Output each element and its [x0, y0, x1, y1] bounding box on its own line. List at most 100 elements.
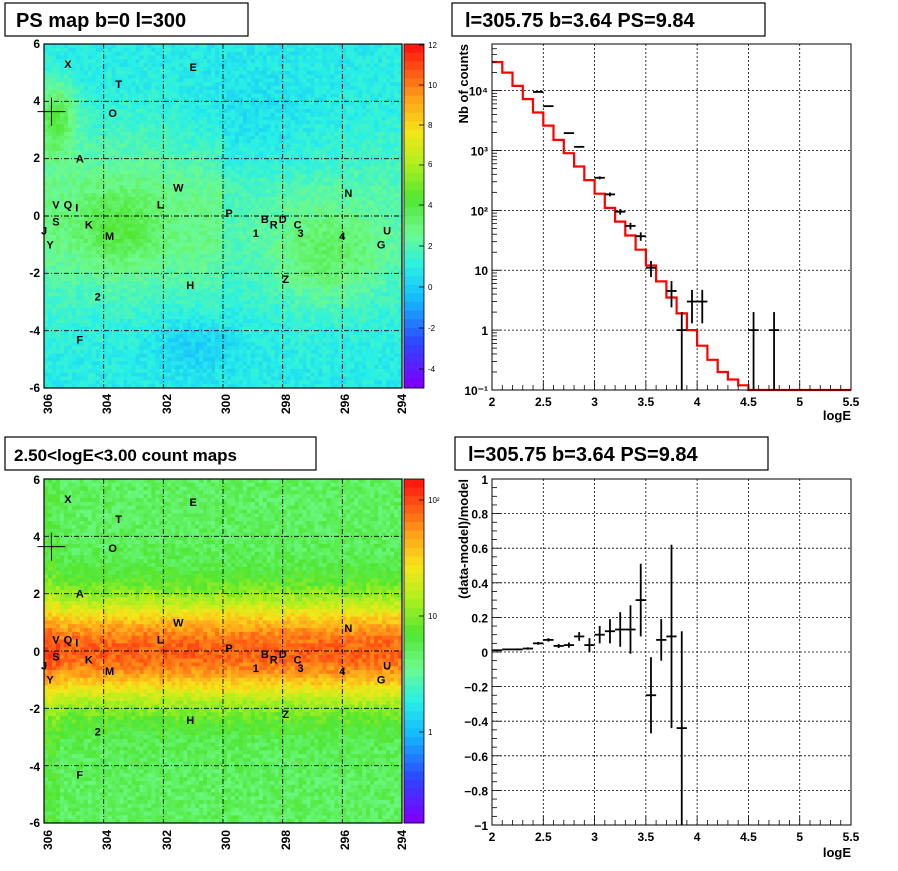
ps-map-cell	[211, 139, 216, 144]
ps-map-cell	[151, 284, 156, 289]
ps-map-cell	[79, 338, 85, 343]
ps-map-cell	[207, 208, 212, 213]
ps-map-cell	[171, 173, 176, 179]
ps-map-cell	[67, 82, 73, 87]
ps-map-cell	[91, 212, 97, 217]
ps-map-cell	[83, 338, 89, 343]
ps-map-cell	[71, 143, 77, 148]
ps-map-cell	[103, 185, 108, 190]
ps-map-cell	[47, 101, 53, 106]
ps-map-cell	[246, 44, 252, 49]
ps-map-cell	[195, 353, 200, 358]
ps-map-cell	[131, 181, 136, 186]
ps-map-cell	[123, 170, 128, 175]
ps-map-cell	[47, 273, 53, 278]
ps-map-cell	[83, 97, 89, 102]
ps-map-cell	[226, 47, 232, 52]
ps-map-cell	[127, 227, 132, 232]
ps-map-cell	[199, 254, 204, 259]
ps-map-cell	[91, 242, 97, 247]
ps-map-cell	[103, 51, 108, 56]
ps-map-cell	[171, 223, 176, 228]
ps-map-cell	[119, 124, 124, 129]
ps-map-cell	[187, 254, 192, 259]
ps-map-cell	[71, 135, 77, 140]
ps-map-cell	[67, 185, 73, 190]
ps-map-cell	[215, 280, 220, 286]
ps-map-cell	[167, 181, 172, 186]
ps-map-cell	[59, 135, 65, 140]
ps-map-cell	[175, 63, 180, 68]
ps-map-cell	[127, 280, 132, 286]
ps-map-cell	[179, 296, 184, 301]
ps-map-cell	[187, 162, 192, 167]
ps-map-cell	[254, 55, 260, 60]
ps-map-cell	[215, 368, 220, 374]
ps-map-cell	[63, 342, 69, 347]
ps-map-cell	[143, 143, 148, 148]
ps-map-cell	[183, 173, 188, 179]
ps-map-cell	[83, 112, 89, 117]
ps-map-cell	[71, 93, 77, 98]
ps-map-cell	[151, 143, 156, 148]
ps-map-cell	[223, 219, 228, 224]
ps-map-cell	[147, 357, 152, 362]
ps-map-cell	[226, 112, 232, 117]
ps-map-cell	[199, 250, 204, 255]
ps-map-cell	[175, 173, 180, 179]
ps-map-cell	[179, 231, 184, 236]
ps-map-cell	[55, 323, 61, 328]
ps-map-cell	[215, 273, 220, 278]
ps-map-cell	[163, 238, 168, 244]
ps-map-cell	[63, 238, 69, 244]
ps-map-cell	[47, 189, 53, 194]
ps-map-cell	[187, 128, 192, 133]
ps-map-cell	[199, 277, 204, 282]
ps-map-cell	[119, 345, 124, 351]
ps-map-cell	[175, 235, 180, 240]
ps-map-cell	[215, 307, 220, 312]
ps-map-cell	[191, 227, 196, 232]
ps-map-cell	[195, 74, 200, 79]
ps-map-cell	[131, 112, 136, 117]
ps-map-cell	[127, 353, 132, 358]
ps-map-cell	[139, 166, 144, 171]
ps-map-cell	[179, 105, 184, 110]
ps-map-cell	[44, 193, 49, 198]
ps-map-cell	[83, 63, 89, 68]
ps-map-cell	[199, 131, 204, 137]
ps-map-cell	[179, 284, 184, 289]
ps-map-cell	[107, 177, 112, 182]
ps-map-cell	[215, 265, 220, 270]
ps-map-cell	[119, 63, 124, 68]
ps-map-cell	[258, 246, 264, 251]
ps-map-title: PS map b=0 l=300	[16, 10, 186, 32]
ps-map-cell	[203, 166, 208, 171]
ps-map-cell	[215, 227, 220, 232]
ps-map-cell	[79, 307, 85, 312]
ps-map-cell	[95, 384, 101, 389]
ps-map-cell	[91, 277, 97, 282]
ps-map-cell	[151, 112, 156, 117]
ps-map-cell	[135, 334, 140, 339]
ps-map-cell	[51, 101, 57, 106]
ps-map-cell	[75, 128, 81, 133]
ps-map-cell	[87, 326, 93, 332]
ps-map-cell	[223, 323, 228, 328]
ps-map-cell	[226, 246, 232, 251]
ps-map-cell	[63, 63, 69, 68]
ps-map-cell	[183, 296, 188, 301]
ps-map-cell	[163, 303, 168, 309]
ps-map-cell	[131, 162, 136, 167]
ps-map-cell	[95, 223, 101, 228]
ps-map-cell	[242, 193, 248, 198]
ps-map-cell	[238, 319, 244, 324]
ps-map-cell	[79, 303, 85, 309]
ps-map-cell	[139, 135, 144, 140]
ps-map-cell	[111, 361, 116, 366]
ps-map-cell	[95, 307, 101, 312]
ps-map-cell	[167, 219, 172, 224]
ps-map-cell	[103, 219, 108, 224]
ps-map-cell	[171, 315, 176, 320]
ps-map-cell	[211, 227, 216, 232]
